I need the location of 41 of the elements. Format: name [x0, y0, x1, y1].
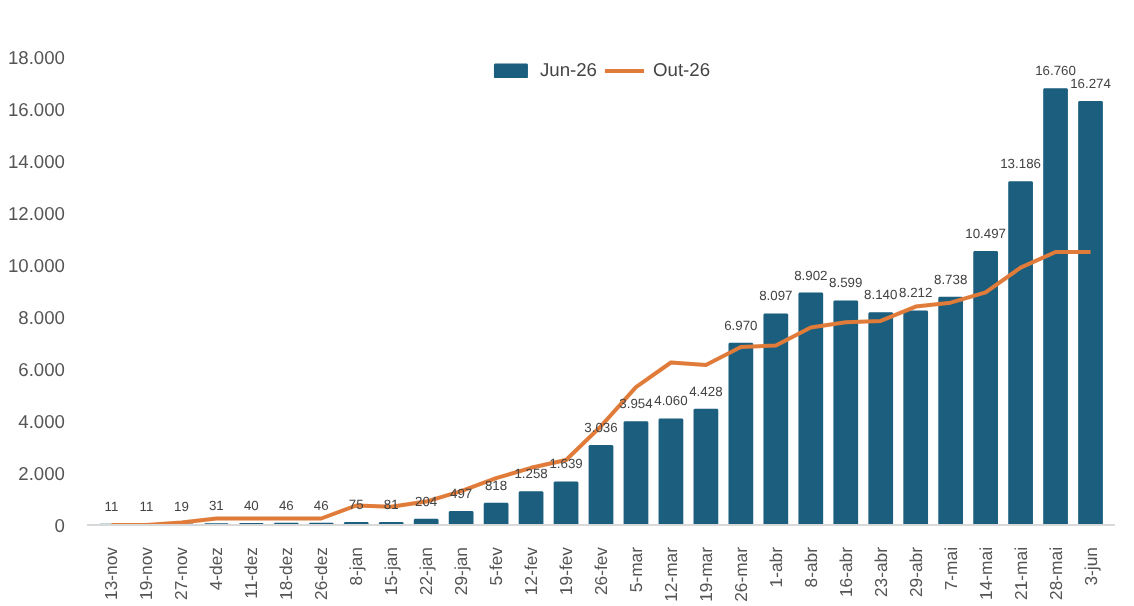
y-tick-label: 14.000: [7, 152, 65, 172]
y-tick-label: 18.000: [7, 48, 65, 68]
x-tick-label: 26-fev: [591, 545, 611, 596]
y-tick-label: 16.000: [7, 100, 65, 120]
x-tick-label: 22-jan: [416, 546, 437, 596]
x-tick-label: 28-mai: [1045, 546, 1066, 600]
x-tick-label: 19-mar: [695, 546, 716, 602]
x-tick-label: 7-mai: [940, 546, 961, 591]
y-tick-label: 2.000: [18, 464, 65, 484]
x-tick-label: 12-fev: [521, 545, 542, 596]
y-tick-label: 12.000: [7, 204, 65, 224]
x-tick-label: 26-mar: [730, 546, 751, 602]
legend-label: Jun-26: [539, 60, 597, 80]
x-tick-label: 26-dez: [311, 547, 332, 600]
x-tick-label: 29-jan: [451, 546, 472, 596]
x-tick-label: 8-abr: [800, 546, 821, 588]
x-tick-label: 4-dez: [206, 546, 227, 591]
x-tick-label: 5-mar: [625, 546, 646, 593]
y-tick-label: 0: [54, 516, 66, 536]
y-tick-label: 6.000: [18, 360, 65, 380]
x-tick-label: 19-fev: [556, 545, 577, 596]
x-tick-label: 19-nov: [136, 545, 157, 600]
legend-label: Out-26: [653, 60, 711, 80]
x-tick-label: 15-jan: [381, 546, 402, 596]
x-tick-label: 14-mai: [975, 546, 996, 600]
x-tick-label: 12-mar: [660, 546, 681, 602]
x-tick-label: 3-jun: [1080, 546, 1101, 586]
x-tick-label: 16-abr: [835, 546, 856, 598]
x-tick-label: 29-abr: [905, 546, 926, 598]
x-tick-label: 18-dez: [276, 547, 297, 600]
x-tick-label: 1-abr: [765, 546, 786, 588]
x-tick-label: 27-nov: [171, 545, 192, 600]
y-tick-label: 4.000: [18, 412, 65, 432]
x-tick-label: 21-mai: [1010, 546, 1031, 600]
y-tick-label: 10.000: [7, 256, 65, 276]
y-tick-label: 8.000: [18, 308, 65, 328]
x-tick-label: 8-jan: [346, 546, 367, 586]
x-tick-label: 11-dez: [241, 546, 262, 599]
x-tick-label: 13-nov: [101, 545, 122, 600]
x-tick-label: 23-abr: [870, 546, 891, 598]
x-tick-label: 5-fev: [486, 545, 507, 586]
